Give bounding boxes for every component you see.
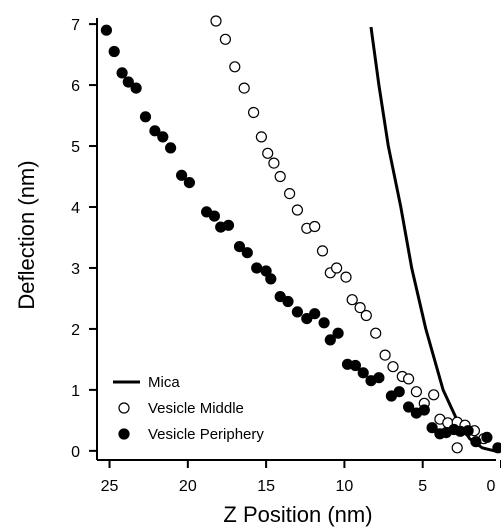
vesicle-periphery-point	[462, 425, 474, 437]
axes	[96, 18, 496, 461]
legend-label-vesicle-middle: Vesicle Middle	[148, 400, 244, 417]
y-tick-label: 0	[71, 444, 80, 461]
vesicle-periphery-point	[418, 404, 430, 416]
vesicle-periphery-point	[357, 367, 369, 379]
vesicle-middle-point	[219, 33, 231, 45]
vesicle-middle-point	[331, 262, 343, 274]
legend-label-vesicle-periphery: Vesicle Periphery	[148, 426, 264, 443]
vesicle-periphery-point	[157, 131, 169, 143]
legend: Mica Vesicle Middle Vesicle Periphery	[108, 370, 338, 446]
vesicle-middle-point	[284, 188, 296, 200]
vesicle-periphery-point	[233, 241, 246, 253]
vesicle-periphery-point	[149, 125, 161, 137]
vesicle-periphery-point	[282, 295, 294, 308]
vesicle-periphery-point	[309, 308, 321, 320]
vesicle-periphery-point	[116, 67, 128, 79]
vesicle-middle-point	[370, 327, 382, 339]
vesicle-periphery-point	[241, 247, 253, 259]
vesicle-periphery-point	[222, 219, 235, 231]
vesicle-periphery-point	[291, 306, 303, 318]
vesicle-periphery-point	[176, 169, 188, 181]
x-tick-label: 15	[257, 478, 275, 495]
vesicle-periphery-point	[130, 82, 142, 94]
vesicle-middle-point	[340, 271, 352, 283]
vesicle-middle-point	[403, 373, 415, 385]
x-tick-label: 0	[487, 478, 496, 495]
legend-backdrop	[108, 396, 338, 420]
vesicle-periphery-point	[481, 431, 493, 443]
y-tick-label: 4	[71, 200, 80, 217]
vesicle-periphery-point	[403, 401, 415, 413]
vesicle-periphery-point	[122, 76, 134, 88]
vesicle-middle-point	[274, 170, 286, 183]
vesicle-periphery-point	[108, 45, 120, 58]
y-tick-label: 6	[71, 78, 80, 95]
vesicle-middle-point	[379, 349, 391, 361]
vesicle-middle-point	[255, 131, 267, 143]
vesicle-middle-point	[238, 82, 250, 94]
vesicle-periphery-point	[165, 142, 177, 154]
vesicle-middle-point	[354, 302, 366, 314]
series-layer	[100, 15, 501, 454]
x-tick-label: 5	[418, 478, 427, 495]
vesicle-periphery-point	[393, 386, 405, 398]
vesicle-middle-point	[346, 294, 358, 306]
vesicle-periphery-point	[349, 359, 361, 372]
vesicle-middle-point	[387, 361, 399, 373]
y-tick-label: 3	[71, 261, 80, 278]
vesicle-periphery-point	[274, 291, 286, 303]
vesicle-middle-point	[248, 106, 260, 119]
vesicle-middle-point	[229, 61, 241, 73]
vesicle-periphery-point	[492, 442, 501, 454]
legend-swatch-vesicle-middle	[118, 402, 130, 414]
x-axis-title: Z Position (nm)	[223, 502, 372, 527]
legend-backdrop	[108, 370, 338, 394]
y-tick-label: 7	[71, 17, 80, 34]
vesicle-middle-point	[262, 147, 274, 159]
vesicle-periphery-point	[139, 111, 152, 123]
vesicle-periphery-point	[183, 177, 195, 189]
vesicle-periphery-point	[100, 24, 113, 36]
legend-backdrop	[108, 422, 338, 446]
vesicle-middle-point	[451, 442, 463, 454]
vesicle-middle-point	[268, 157, 280, 169]
vesicle-middle-point	[210, 15, 222, 27]
x-tick-label: 20	[179, 478, 197, 495]
vesicle-middle-point	[428, 389, 440, 401]
vesicle-periphery-point	[426, 422, 438, 434]
vesicle-middle-point	[291, 204, 303, 216]
ticks: 25 20 15 10 5 0 0 1 2 3 4 5 6 7	[71, 17, 501, 495]
vesicle-periphery-point	[318, 317, 330, 329]
x-tick-label: 10	[336, 478, 354, 495]
vesicle-middle-point	[316, 245, 329, 257]
y-tick-label: 1	[71, 383, 80, 400]
vesicle-middle-point	[410, 386, 422, 398]
vesicle-periphery-point	[470, 436, 482, 448]
vesicle-middle-point	[360, 309, 372, 322]
y-tick-label: 5	[71, 139, 80, 156]
x-tick-label: 25	[101, 478, 119, 495]
legend-swatch-vesicle-periphery	[118, 428, 130, 440]
vesicle-periphery-point	[265, 273, 277, 285]
y-axis-title: Deflection (nm)	[14, 160, 39, 309]
vesicle-periphery-point	[332, 327, 344, 339]
y-tick-label: 2	[71, 322, 80, 339]
mica-line	[369, 26, 496, 453]
vesicle-periphery-point	[301, 313, 313, 325]
vesicle-periphery-point	[251, 262, 263, 274]
vesicle-periphery-point	[208, 210, 220, 222]
vesicle-middle-point	[309, 220, 321, 233]
legend-label-mica: Mica	[148, 374, 180, 391]
vesicle-periphery-point	[373, 372, 385, 384]
vesicle-periphery-point	[324, 334, 336, 346]
